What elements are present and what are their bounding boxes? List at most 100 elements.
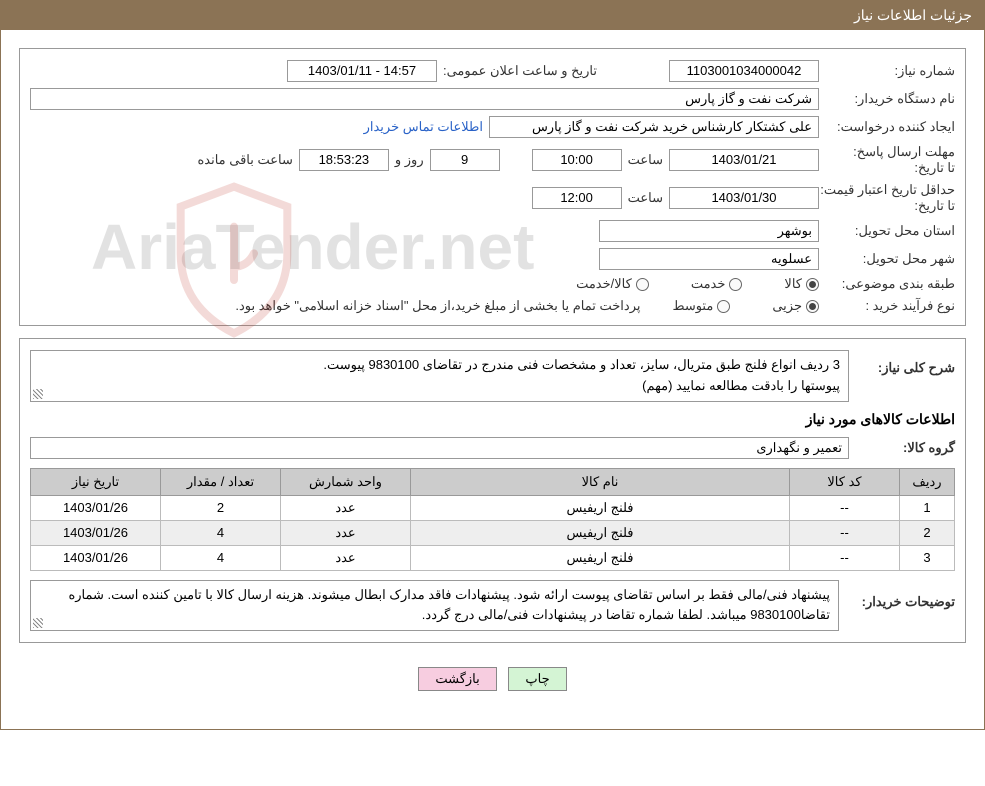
cell-qty: 4	[161, 545, 281, 570]
radio-partial-circle	[806, 300, 819, 313]
days-remaining-field: 9	[430, 149, 500, 171]
radio-service-circle	[729, 278, 742, 291]
row-need-desc: شرح کلی نیاز: 3 ردیف انواع فلنج طبق متری…	[30, 347, 955, 405]
table-header-row: ردیف کد کالا نام کالا واحد شمارش تعداد /…	[31, 468, 955, 495]
deadline-label: مهلت ارسال پاسخ: تا تاریخ:	[825, 144, 955, 176]
radio-goods[interactable]: کالا	[784, 276, 819, 292]
need-no-field: 1103001034000042	[669, 60, 819, 82]
table-row: 2 -- فلنج اریفیس عدد 4 1403/01/26	[31, 520, 955, 545]
group-label: گروه کالا:	[855, 440, 955, 456]
header-title: جزئیات اطلاعات نیاز	[854, 7, 972, 23]
buyer-org-label: نام دستگاه خریدار:	[825, 91, 955, 107]
cell-n: 3	[900, 545, 955, 570]
days-and-label: روز و	[395, 152, 424, 168]
announce-label: تاریخ و ساعت اعلان عمومی:	[443, 63, 597, 79]
need-desc-label: شرح کلی نیاز:	[855, 350, 955, 376]
buyer-notes-label: توضیحات خریدار:	[845, 580, 955, 610]
items-info-title: اطلاعات کالاهای مورد نیاز	[30, 405, 955, 434]
items-table: ردیف کد کالا نام کالا واحد شمارش تعداد /…	[30, 468, 955, 571]
contact-buyer-link[interactable]: اطلاعات تماس خریدار	[364, 119, 483, 135]
buyer-org-field: شرکت نفت و گاز پارس	[30, 88, 819, 110]
buyer-notes-textarea[interactable]: پیشنهاد فنی/مالی فقط بر اساس تقاضای پیوس…	[30, 580, 839, 632]
form-panel-main: شماره نیاز: 1103001034000042 تاریخ و ساع…	[19, 48, 966, 326]
row-need-number: شماره نیاز: 1103001034000042 تاریخ و ساع…	[30, 57, 955, 85]
th-unit: واحد شمارش	[281, 468, 411, 495]
cell-n: 1	[900, 495, 955, 520]
header-bar: جزئیات اطلاعات نیاز	[1, 1, 984, 30]
cell-name: فلنج اریفیس	[411, 520, 790, 545]
need-desc-line2: پیوستها را بادقت مطالعه نمایید (مهم)	[39, 376, 840, 397]
need-desc-line1: 3 ردیف انواع فلنج طبق متریال، سایز، تعدا…	[39, 355, 840, 376]
purchase-type-label: نوع فرآیند خرید :	[825, 298, 955, 314]
time-label-1: ساعت	[628, 152, 663, 168]
city-field: عسلویه	[599, 248, 819, 270]
radio-goods-circle	[806, 278, 819, 291]
city-label: شهر محل تحویل:	[825, 251, 955, 267]
announce-datetime-field: 14:57 - 1403/01/11	[287, 60, 437, 82]
validity-time-field: 12:00	[532, 187, 622, 209]
cell-code: --	[790, 520, 900, 545]
radio-partial[interactable]: جزیی	[772, 298, 819, 314]
row-buyer-notes: توضیحات خریدار: پیشنهاد فنی/مالی فقط بر …	[30, 577, 955, 635]
row-buyer-org: نام دستگاه خریدار: شرکت نفت و گاز پارس	[30, 85, 955, 113]
subject-class-label: طبقه بندی موضوعی:	[825, 276, 955, 292]
row-city: شهر محل تحویل: عسلویه	[30, 245, 955, 273]
radio-both[interactable]: کالا/خدمت	[576, 276, 649, 292]
resize-handle-icon[interactable]	[33, 389, 43, 399]
th-row: ردیف	[900, 468, 955, 495]
form-panel-items: شرح کلی نیاز: 3 ردیف انواع فلنج طبق متری…	[19, 338, 966, 643]
th-code: کد کالا	[790, 468, 900, 495]
cell-date: 1403/01/26	[31, 545, 161, 570]
remaining-label: ساعت باقی مانده	[197, 152, 292, 168]
row-province: استان محل تحویل: بوشهر	[30, 217, 955, 245]
purchase-note: پرداخت تمام یا بخشی از مبلغ خرید،از محل …	[235, 298, 640, 314]
requester-label: ایجاد کننده درخواست:	[825, 119, 955, 135]
cell-qty: 4	[161, 520, 281, 545]
print-button[interactable]: چاپ	[508, 667, 566, 691]
table-row: 3 -- فلنج اریفیس عدد 4 1403/01/26	[31, 545, 955, 570]
validity-date-field: 1403/01/30	[669, 187, 819, 209]
radio-medium-circle	[717, 300, 730, 313]
radio-both-circle	[636, 278, 649, 291]
group-value-field: تعمیر و نگهداری	[30, 437, 849, 459]
cell-qty: 2	[161, 495, 281, 520]
cell-unit: عدد	[281, 520, 411, 545]
cell-code: --	[790, 545, 900, 570]
row-requester: ایجاد کننده درخواست: علی کشتکار کارشناس …	[30, 113, 955, 141]
table-row: 1 -- فلنج اریفیس عدد 2 1403/01/26	[31, 495, 955, 520]
need-no-label: شماره نیاز:	[825, 63, 955, 79]
button-row: چاپ بازگشت	[19, 655, 966, 711]
row-subject-class: طبقه بندی موضوعی: کالا خدمت کالا/خدمت	[30, 273, 955, 295]
th-qty: تعداد / مقدار	[161, 468, 281, 495]
province-label: استان محل تحویل:	[825, 223, 955, 239]
need-desc-textarea[interactable]: 3 ردیف انواع فلنج طبق متریال، سایز، تعدا…	[30, 350, 849, 402]
row-validity: حداقل تاریخ اعتبار قیمت: تا تاریخ: 1403/…	[30, 179, 955, 217]
radio-medium[interactable]: متوسط	[672, 298, 730, 314]
time-label-2: ساعت	[628, 190, 663, 206]
th-date: تاریخ نیاز	[31, 468, 161, 495]
buyer-notes-text: پیشنهاد فنی/مالی فقط بر اساس تقاضای پیوس…	[68, 587, 830, 623]
deadline-time-field: 10:00	[532, 149, 622, 171]
cell-date: 1403/01/26	[31, 495, 161, 520]
back-button[interactable]: بازگشت	[418, 667, 496, 691]
radio-service[interactable]: خدمت	[691, 276, 743, 292]
cell-date: 1403/01/26	[31, 520, 161, 545]
resize-handle-icon[interactable]	[33, 618, 43, 628]
countdown-field: 18:53:23	[299, 149, 389, 171]
row-group: گروه کالا: تعمیر و نگهداری	[30, 434, 955, 462]
content-area: AriaTender.net شماره نیاز: 1103001034000…	[1, 30, 984, 729]
cell-unit: عدد	[281, 495, 411, 520]
row-deadline: مهلت ارسال پاسخ: تا تاریخ: 1403/01/21 سا…	[30, 141, 955, 179]
province-field: بوشهر	[599, 220, 819, 242]
page-wrapper: جزئیات اطلاعات نیاز AriaTender.net شماره…	[0, 0, 985, 730]
cell-name: فلنج اریفیس	[411, 545, 790, 570]
cell-unit: عدد	[281, 545, 411, 570]
cell-code: --	[790, 495, 900, 520]
row-purchase-type: نوع فرآیند خرید : جزیی متوسط پرداخت تمام…	[30, 295, 955, 317]
cell-name: فلنج اریفیس	[411, 495, 790, 520]
cell-n: 2	[900, 520, 955, 545]
requester-field: علی کشتکار کارشناس خرید شرکت نفت و گاز پ…	[489, 116, 819, 138]
th-name: نام کالا	[411, 468, 790, 495]
deadline-date-field: 1403/01/21	[669, 149, 819, 171]
validity-label: حداقل تاریخ اعتبار قیمت: تا تاریخ:	[825, 182, 955, 214]
